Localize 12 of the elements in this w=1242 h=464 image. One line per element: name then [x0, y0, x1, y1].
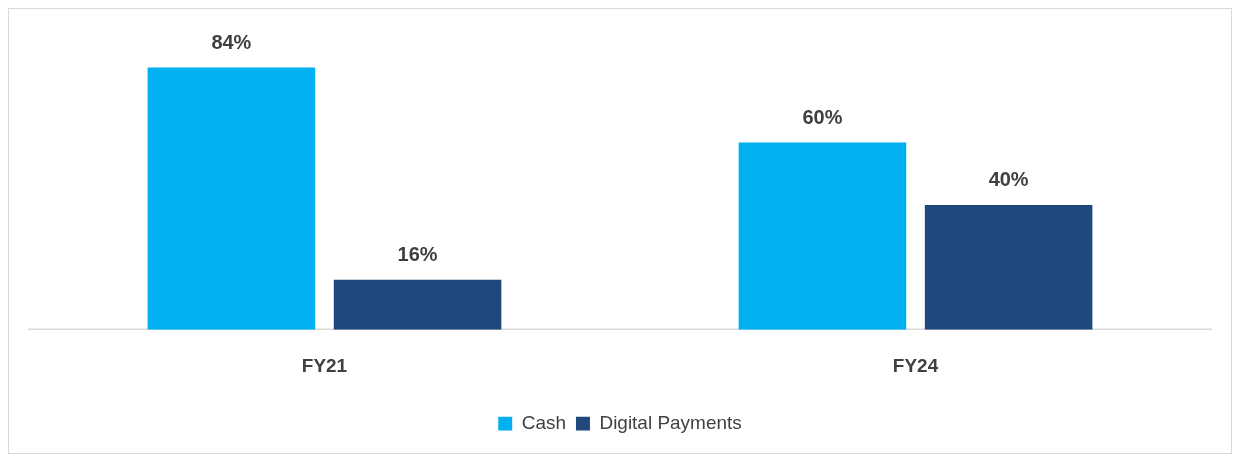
bar [333, 279, 502, 330]
data-label: 16% [397, 243, 438, 266]
data-label: 60% [802, 106, 843, 129]
bar [147, 67, 316, 330]
data-label: 84% [211, 31, 252, 54]
legend-label: Cash [521, 411, 566, 433]
data-label: 40% [988, 168, 1029, 191]
x-tick-label: FY21 [301, 355, 348, 377]
x-tick-label: FY24 [892, 355, 939, 377]
bar [738, 142, 907, 330]
legend-label: Digital Payments [599, 411, 742, 433]
bar [924, 204, 1093, 330]
